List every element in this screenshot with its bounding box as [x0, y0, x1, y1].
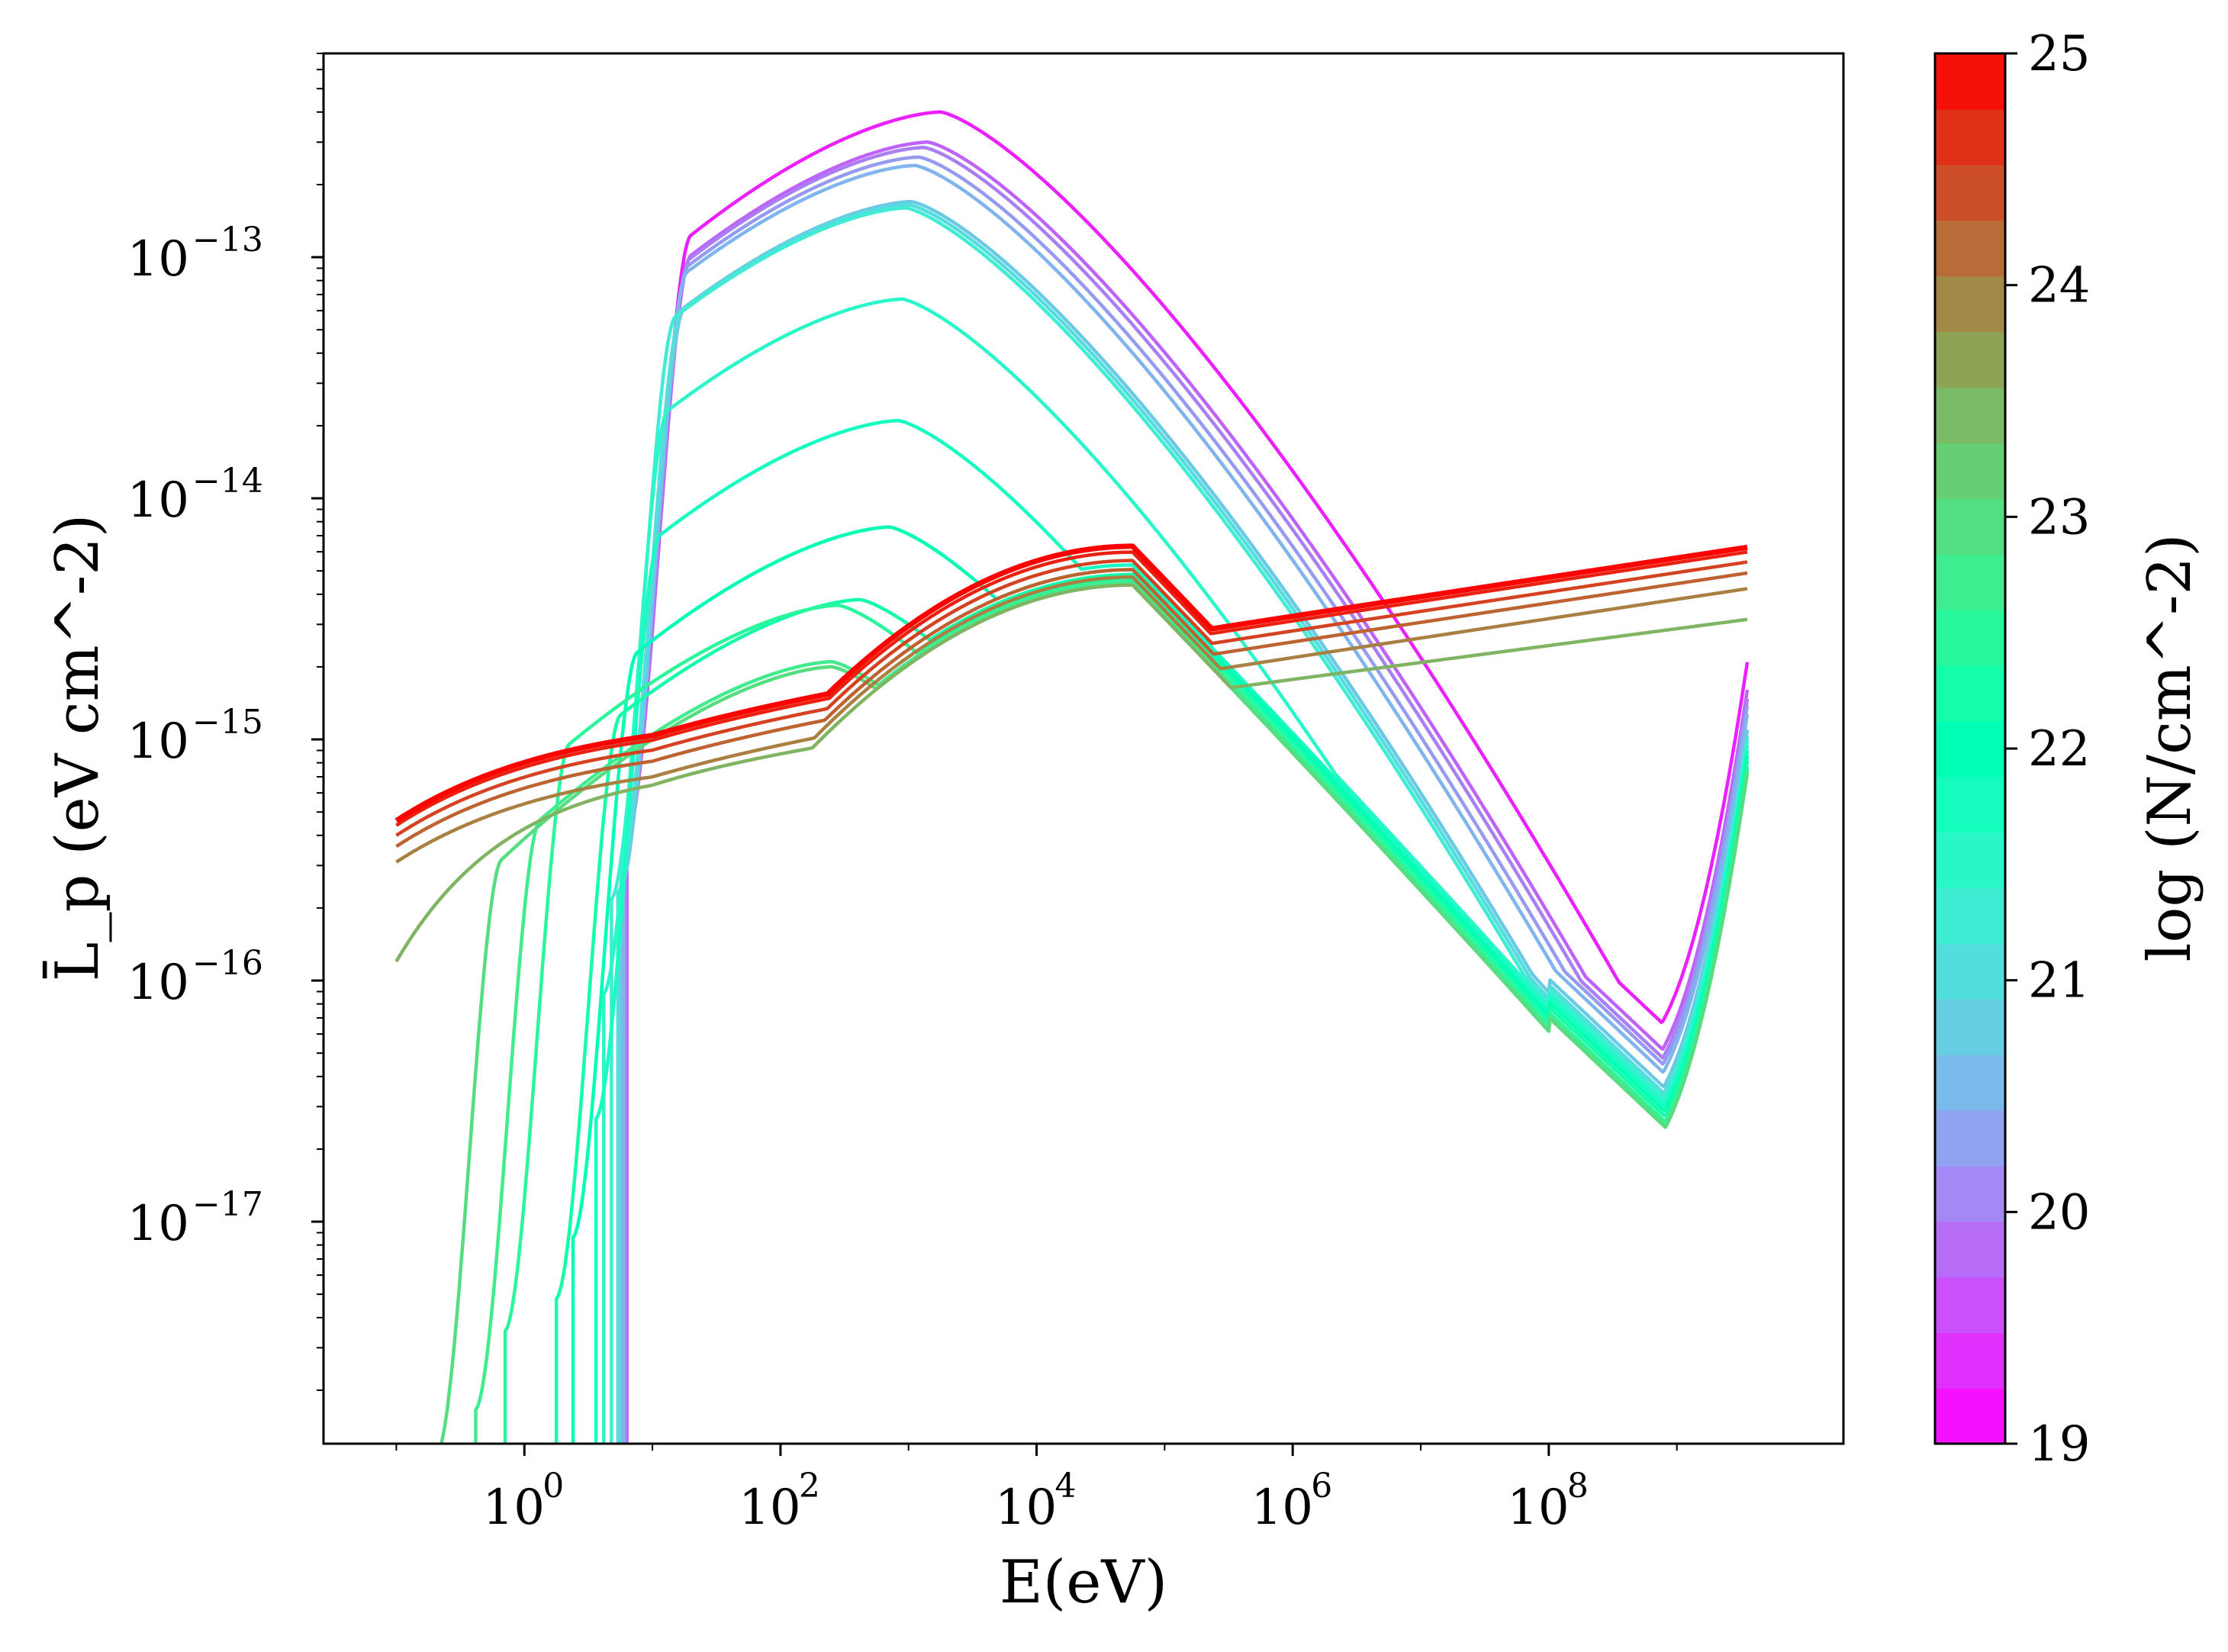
colorbar-band	[1935, 609, 2005, 666]
colorbar-band	[1935, 553, 2005, 610]
colorbar-tick-label: 19	[2028, 1416, 2090, 1473]
colorbar-label: log (N/cm^-2)	[2136, 533, 2204, 961]
colorbar: 19 20 21 22 23 24 25	[1933, 26, 2090, 1473]
x-tick-exponent: 0	[543, 1467, 564, 1505]
series-layer	[394, 110, 1750, 1444]
x-tick-exponent: 8	[1567, 1467, 1589, 1505]
colorbar-band	[1935, 331, 2005, 388]
series-line-21.25	[610, 206, 1750, 1444]
series-line-21.50	[602, 297, 1750, 1444]
series-line-20.25	[622, 155, 1750, 1444]
colorbar-band	[1935, 1221, 2005, 1278]
series-line-25.00	[394, 543, 1749, 823]
colorbar-band	[1935, 387, 2005, 443]
x-tick-exponent: 2	[799, 1467, 820, 1505]
colorbar-band	[1935, 1277, 2005, 1334]
series-line-24.00	[395, 575, 1748, 864]
colorbar-band	[1935, 832, 2005, 888]
plot-frame	[322, 52, 1845, 1445]
series-line-20.00	[623, 146, 1750, 1444]
series-line-20.75	[618, 199, 1750, 1444]
series-line-23.50	[394, 583, 1748, 963]
colorbar-label-text: log (N/cm^-2)	[2136, 533, 2204, 961]
colorbar-tick-label: 20	[2028, 1184, 2090, 1241]
colorbar-band	[1935, 776, 2005, 833]
x-tick-label: 10	[739, 1480, 800, 1536]
colorbar-band	[1935, 53, 2005, 110]
colorbar-band	[1935, 108, 2005, 166]
series-line-24.25	[395, 568, 1748, 849]
colorbar-band	[1935, 665, 2005, 722]
colorbar-tick-label: 21	[2028, 953, 2090, 1010]
y-tick-label: 10	[127, 955, 189, 1011]
colorbar-tick-label: 25	[2028, 26, 2090, 82]
colorbar-band	[1935, 998, 2005, 1055]
x-tick-label: 10	[1251, 1480, 1312, 1536]
series-line-24.50	[395, 559, 1748, 837]
colorbar-band	[1935, 887, 2005, 944]
series-line-20.50	[621, 163, 1750, 1444]
y-tick-label: 10	[127, 1196, 189, 1252]
x-axis-label: E(eV)	[1000, 1548, 1167, 1617]
x-tick-exponent: 6	[1311, 1467, 1332, 1505]
y-tick-exponent: −13	[192, 221, 263, 259]
x-tick-exponent: 4	[1055, 1467, 1077, 1505]
colorbar-tick-label: 22	[2028, 721, 2090, 778]
series-line-22.50	[503, 578, 1750, 1444]
x-tick-label: 10	[995, 1480, 1057, 1536]
colorbar-band	[1935, 943, 2005, 1000]
colorbar-band	[1935, 1109, 2005, 1167]
series-line-22.75	[474, 580, 1750, 1444]
colorbar-tick-label: 24	[2028, 258, 2090, 314]
series-line-21.00	[616, 203, 1750, 1444]
colorbar-band	[1935, 720, 2005, 778]
x-tick-label: 10	[483, 1480, 545, 1536]
colorbar-band	[1935, 220, 2005, 277]
colorbar-band	[1935, 1165, 2005, 1222]
colorbar-tick-label: 23	[2028, 489, 2090, 546]
colorbar-band	[1935, 443, 2005, 499]
y-tick-label: 10	[127, 472, 189, 529]
series-line-21.75	[594, 418, 1750, 1444]
y-tick-exponent: −16	[192, 944, 263, 983]
colorbar-band	[1935, 1054, 2005, 1111]
y-axis-label: L̄_p (eV cm^-2)	[42, 514, 112, 982]
colorbar-band	[1935, 164, 2005, 221]
series-line-19.25	[625, 110, 1750, 1444]
x-tick-label: 10	[1507, 1480, 1569, 1536]
series-line-19.75	[625, 140, 1750, 1444]
y-tick-exponent: −15	[192, 703, 263, 742]
y-tick-exponent: −14	[192, 462, 263, 501]
y-tick-label: 10	[127, 713, 189, 770]
y-axis-label-text: L̄_p (eV cm^-2)	[42, 514, 112, 982]
colorbar-band	[1935, 1332, 2005, 1389]
colorbar-band	[1935, 1388, 2005, 1444]
y-tick-label: 10	[127, 231, 189, 288]
colorbar-band	[1935, 498, 2005, 555]
series-line-24.75	[395, 550, 1748, 827]
y-tick-exponent: −17	[192, 1185, 263, 1224]
colorbar-band	[1935, 275, 2005, 333]
